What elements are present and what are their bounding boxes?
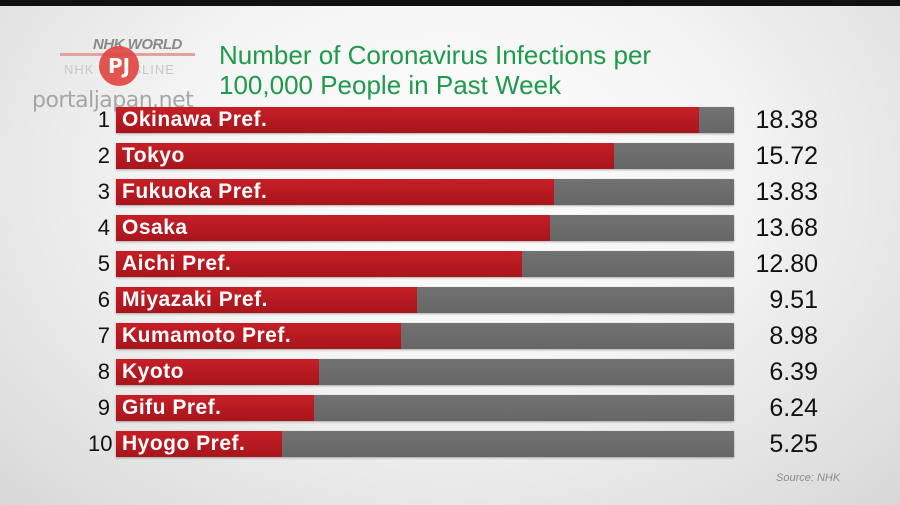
bar-row: 3 Fukuoka Pref. 13.83 bbox=[0, 178, 900, 206]
category-label: Miyazaki Pref. bbox=[122, 288, 268, 311]
bar-row: 8 Kyoto 6.39 bbox=[0, 358, 900, 386]
value-label: 13.83 bbox=[755, 178, 818, 206]
bar bbox=[116, 359, 319, 385]
bar-row: 10 Hyogo Pref. 5.25 bbox=[0, 430, 900, 458]
value-label: 12.80 bbox=[755, 250, 818, 278]
bar bbox=[116, 251, 522, 277]
category-label: Aichi Pref. bbox=[122, 252, 232, 275]
category-label: Osaka bbox=[122, 216, 188, 239]
chart-title: Number of Coronavirus Infections per 100… bbox=[219, 40, 651, 100]
value-label: 8.98 bbox=[769, 322, 818, 350]
bar-track: Kyoto bbox=[116, 359, 734, 385]
bar-track: Kumamoto Pref. bbox=[116, 323, 734, 349]
category-label: Okinawa Pref. bbox=[122, 108, 268, 131]
bar bbox=[116, 107, 699, 133]
category-label: Kumamoto Pref. bbox=[122, 324, 292, 347]
bar-row: 6 Miyazaki Pref. 9.51 bbox=[0, 286, 900, 314]
bar-track: Hyogo Pref. bbox=[116, 431, 734, 457]
category-label: Kyoto bbox=[122, 360, 184, 383]
rank-label: 2 bbox=[97, 143, 110, 168]
bar-row: 4 Osaka 13.68 bbox=[0, 214, 900, 242]
category-label: Hyogo Pref. bbox=[122, 432, 246, 455]
chart-title-line-1: Number of Coronavirus Infections per bbox=[219, 40, 652, 70]
bar-row: 1 Okinawa Pref. 18.38 bbox=[0, 106, 900, 134]
bar bbox=[116, 287, 417, 313]
rank-label: 6 bbox=[97, 287, 110, 312]
bar-track: Fukuoka Pref. bbox=[116, 179, 734, 205]
value-label: 15.72 bbox=[755, 142, 818, 170]
value-label: 18.38 bbox=[755, 106, 818, 134]
rank-label: 10 bbox=[88, 431, 113, 456]
top-frame-bar bbox=[0, 0, 900, 6]
bar-track: Osaka bbox=[116, 215, 734, 241]
rank-label: 7 bbox=[97, 323, 110, 348]
bar-track: Miyazaki Pref. bbox=[116, 287, 734, 313]
bar bbox=[116, 431, 282, 457]
rank-label: 9 bbox=[97, 395, 110, 420]
bar bbox=[116, 143, 614, 169]
bar bbox=[116, 395, 314, 421]
value-label: 6.39 bbox=[769, 358, 818, 386]
value-label: 5.25 bbox=[769, 430, 818, 458]
bar-row: 2 Tokyo 15.72 bbox=[0, 142, 900, 170]
bar-track: Gifu Pref. bbox=[116, 395, 734, 421]
chart-title-line-2: 100,000 People in Past Week bbox=[219, 70, 562, 100]
value-label: 6.24 bbox=[769, 394, 818, 422]
source-note: Source: NHK bbox=[776, 472, 841, 484]
bar bbox=[116, 215, 550, 241]
rank-label: 5 bbox=[97, 251, 110, 276]
rank-label: 8 bbox=[97, 359, 110, 384]
value-label: 13.68 bbox=[755, 214, 818, 242]
watermark-logo: PJ bbox=[99, 46, 139, 86]
bar-track: Aichi Pref. bbox=[116, 251, 734, 277]
bar-row: 7 Kumamoto Pref. 8.98 bbox=[0, 322, 900, 350]
category-label: Fukuoka Pref. bbox=[122, 180, 268, 203]
category-label: Gifu Pref. bbox=[122, 396, 222, 419]
bar-track: Okinawa Pref. bbox=[116, 107, 734, 133]
category-label: Tokyo bbox=[122, 144, 185, 167]
value-label: 9.51 bbox=[769, 286, 818, 314]
rank-label: 4 bbox=[97, 215, 110, 240]
bar-row: 9 Gifu Pref. 6.24 bbox=[0, 394, 900, 422]
bar-track: Tokyo bbox=[116, 143, 734, 169]
bar bbox=[116, 323, 401, 349]
bar-row: 5 Aichi Pref. 12.80 bbox=[0, 250, 900, 278]
bar bbox=[116, 179, 554, 205]
rank-label: 1 bbox=[97, 107, 110, 132]
rank-label: 3 bbox=[97, 179, 110, 204]
